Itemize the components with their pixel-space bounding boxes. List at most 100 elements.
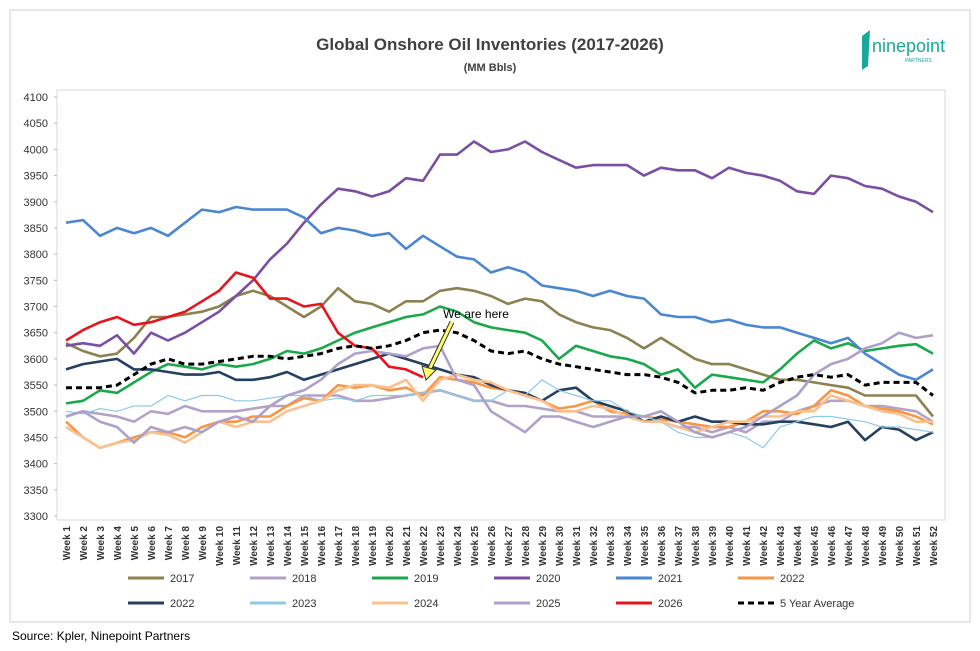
legend-label: 2018 [292, 573, 316, 585]
x-tick-label: Week 34 [623, 526, 634, 566]
x-tick-label: Week 7 [164, 526, 175, 561]
y-tick-label: 3300 [24, 511, 48, 523]
chart-subtitle: (MM Bbls) [464, 62, 517, 74]
x-tick-label: Week 26 [487, 526, 498, 566]
x-tick-label: Week 36 [657, 526, 668, 566]
y-tick-label: 3650 [24, 328, 48, 340]
y-tick-label: 3350 [24, 485, 48, 497]
x-tick-label: Week 46 [827, 526, 838, 566]
x-tick-label: Week 24 [453, 526, 464, 566]
x-tick-label: Week 32 [589, 526, 600, 566]
y-tick-label: 4100 [24, 92, 48, 104]
x-tick-label: Week 33 [606, 526, 617, 566]
series-line [65, 389, 934, 434]
series-line [66, 328, 934, 397]
x-tick-label: Week 52 [929, 526, 940, 566]
series-line [65, 271, 424, 379]
legend-label: 2017 [170, 573, 194, 585]
x-tick-label: Week 41 [742, 526, 753, 566]
x-tick-label: Week 37 [674, 526, 685, 566]
legend-label: 2020 [536, 573, 560, 585]
x-tick-label: Week 35 [640, 526, 651, 566]
legend-label: 2026 [658, 598, 682, 610]
y-tick-label: 3700 [24, 302, 48, 314]
series-line [65, 205, 934, 382]
y-tick-label: 3850 [24, 223, 48, 235]
plot-area [56, 89, 946, 521]
x-tick-label: Week 4 [113, 526, 124, 561]
x-tick-label: Week 27 [504, 526, 515, 566]
y-tick-label: 3550 [24, 380, 48, 392]
x-tick-label: Week 9 [198, 526, 209, 561]
x-tick-label: Week 5 [130, 526, 141, 561]
series-line [65, 379, 934, 449]
x-tick-label: Week 16 [317, 526, 328, 566]
x-tick-label: Week 22 [419, 526, 430, 566]
x-tick-label: Week 30 [555, 526, 566, 566]
logo: ninepoint PARTNERS [862, 30, 945, 70]
legend-label: 2022 [170, 598, 194, 610]
annotation-arrowhead [421, 365, 437, 381]
source-note: Source: Kpler, Ninepoint Partners [12, 629, 190, 643]
x-tick-label: Week 13 [266, 526, 277, 566]
x-tick-label: Week 1 [62, 526, 73, 561]
x-tick-label: Week 15 [300, 526, 311, 566]
series-line [65, 305, 934, 405]
y-tick-label: 3800 [24, 249, 48, 261]
x-tick-label: Week 48 [861, 526, 872, 566]
x-tick-label: Week 8 [181, 526, 192, 561]
y-tick-label: 3950 [24, 171, 48, 183]
y-tick-label: 3400 [24, 459, 48, 471]
x-tick-label: Week 43 [776, 526, 787, 566]
x-tick-label: Week 25 [470, 526, 481, 566]
x-tick-label: Week 20 [385, 526, 396, 566]
x-tick-label: Week 47 [844, 526, 855, 566]
legend-label: 2021 [658, 573, 682, 585]
chart-title: Global Onshore Oil Inventories (2017-202… [316, 35, 664, 54]
x-tick-label: Week 45 [810, 526, 821, 566]
x-tick-label: Week 23 [436, 526, 447, 566]
y-tick-label: 3900 [24, 197, 48, 209]
legend-label: 5 Year Average [780, 598, 854, 610]
x-tick-label: Week 49 [878, 526, 889, 566]
annotation-text: We are here [443, 307, 509, 321]
legend-label: 2025 [536, 598, 560, 610]
x-tick-label: Week 6 [147, 526, 158, 561]
x-tick-label: Week 39 [708, 526, 719, 566]
x-tick-label: Week 40 [725, 526, 736, 566]
logo-tagline: PARTNERS [905, 58, 932, 64]
x-tick-label: Week 29 [538, 526, 549, 566]
legend-label: 2019 [414, 573, 438, 585]
annotation: We are here [421, 307, 509, 381]
x-tick-label: Week 42 [759, 526, 770, 566]
x-tick-label: Week 12 [249, 526, 260, 566]
x-tick-label: Week 28 [521, 526, 532, 566]
x-tick-label: Week 17 [334, 526, 345, 566]
x-tick-label: Week 21 [402, 526, 413, 566]
x-tick-label: Week 38 [691, 526, 702, 566]
y-tick-label: 3750 [24, 275, 48, 287]
x-tick-label: Week 10 [215, 526, 226, 566]
y-tick-label: 4000 [24, 144, 48, 156]
x-tick-label: Week 14 [283, 526, 294, 566]
x-tick-label: Week 18 [351, 526, 362, 566]
logo-name: ninepoint [872, 36, 945, 56]
x-tick-label: Week 31 [572, 526, 583, 566]
x-tick-label: Week 44 [793, 526, 804, 566]
annotation-arrow [428, 321, 454, 369]
legend-label: 2023 [292, 598, 316, 610]
y-tick-label: 3450 [24, 432, 48, 444]
x-tick-label: Week 51 [912, 526, 923, 566]
series-line [65, 331, 934, 444]
x-tick-label: Week 50 [895, 526, 906, 566]
legend-label: 2022 [780, 573, 804, 585]
y-tick-label: 3600 [24, 354, 48, 366]
logo-mark [862, 30, 870, 70]
y-tick-label: 3500 [24, 406, 48, 418]
series-line [65, 140, 934, 355]
y-tick-label: 4050 [24, 118, 48, 130]
x-tick-label: Week 2 [79, 526, 90, 561]
x-tick-label: Week 11 [232, 526, 243, 566]
legend-label: 2024 [414, 598, 438, 610]
